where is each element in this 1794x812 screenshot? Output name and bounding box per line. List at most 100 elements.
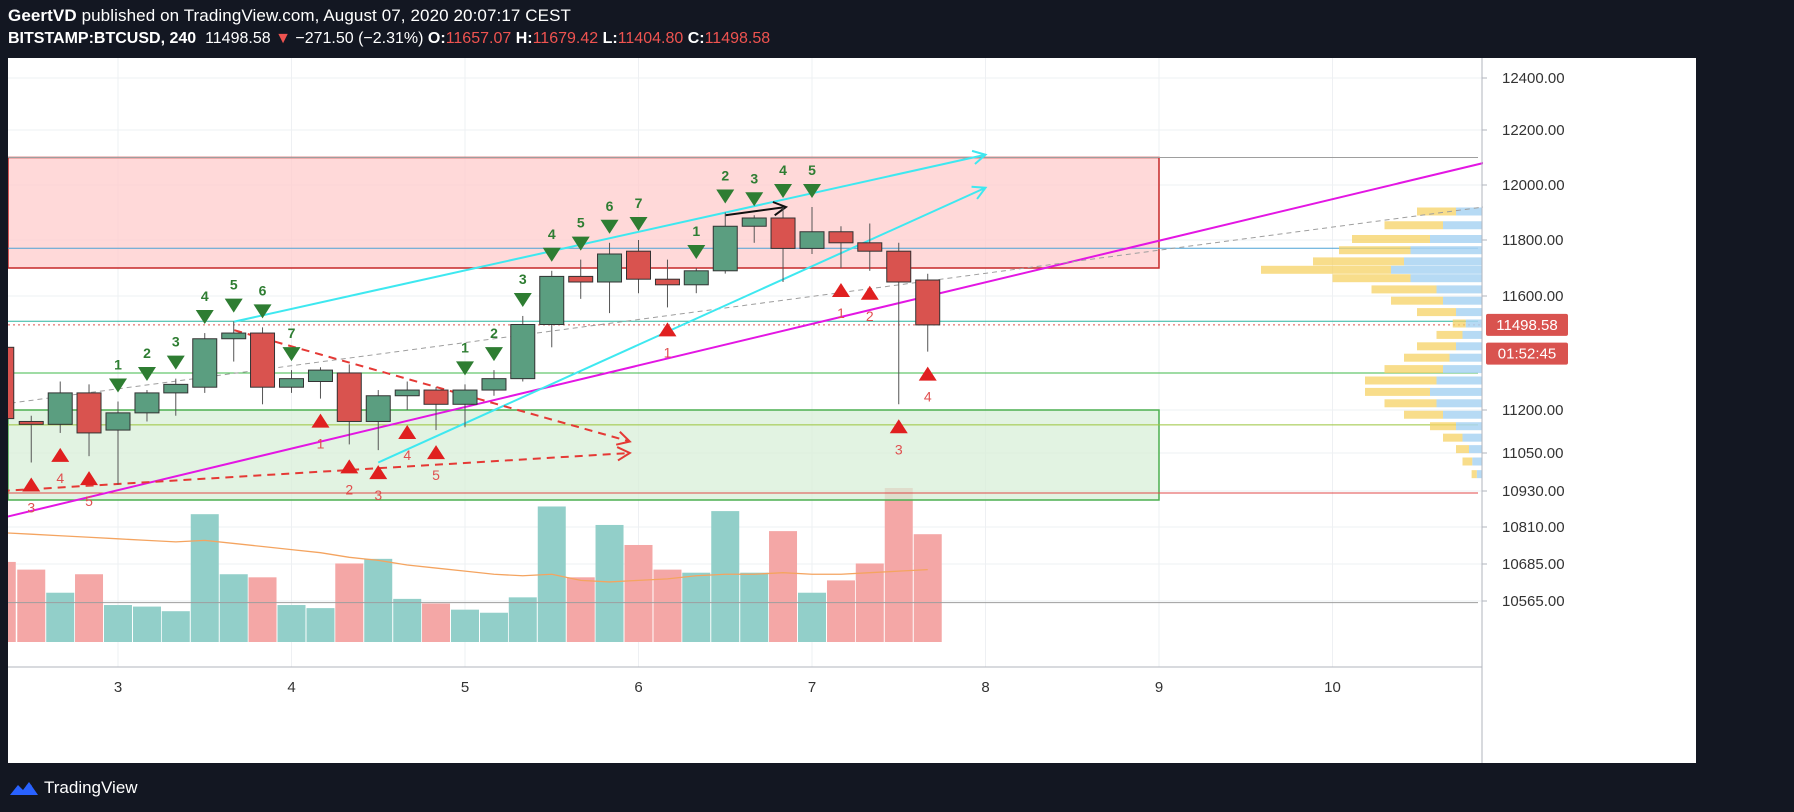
candle-body [712, 225, 738, 272]
volume-bar [508, 597, 537, 642]
cyan-upper-arrow [234, 153, 986, 323]
profile-sell [1410, 246, 1482, 255]
sell-setup-count: 1 [461, 339, 469, 355]
profile-sell [1443, 410, 1482, 419]
sell-setup-marker [513, 292, 532, 307]
candle-body [394, 389, 420, 397]
buy-setup-marker [22, 477, 41, 492]
td-markers: 1 2 3 4 5 6 7 1 2 3 4 5 6 7 1 2 3 4 5 3 4 5 1 2 3 4 5 1 1 2 3 4 [22, 162, 937, 516]
time-axis: 3 4 5 6 7 8 9 10 [8, 666, 1482, 696]
profile-buy [1404, 410, 1443, 419]
time-tick-label: 3 [114, 679, 122, 696]
profile-buy [1452, 319, 1466, 328]
sell-setup-count: 3 [750, 170, 758, 186]
buy-setup-count: 4 [924, 389, 932, 405]
buy-setup-count: 3 [27, 500, 35, 516]
sell-setup-count: 3 [172, 334, 180, 350]
change-down-icon: ▼ [275, 30, 291, 47]
price-chart[interactable]: 1(12100.00)0.786(11770.35)0.618(11511.56… [0, 58, 1697, 763]
buy-setup-marker [51, 447, 70, 462]
price-tick-label: 11200.00 [1502, 402, 1563, 419]
sell-setup-marker [803, 184, 821, 198]
volume-bar [451, 609, 479, 642]
time-tick-label: 9 [1155, 679, 1163, 696]
volume-bar [277, 605, 306, 642]
time-tick-label: 10 [1324, 679, 1341, 696]
buy-setup-marker [340, 459, 359, 474]
candle-body [683, 270, 709, 286]
profile-sell [1430, 387, 1482, 396]
profile-sell [1436, 285, 1482, 294]
author-name[interactable]: GeertVD [8, 6, 77, 25]
profile-sell [1465, 319, 1482, 328]
sell-setup-count: 3 [519, 271, 527, 287]
volume-bar [46, 592, 75, 642]
volume-bar [104, 605, 132, 642]
low-label: L: [602, 30, 618, 47]
time-tick-label: 8 [981, 679, 989, 696]
profile-buy [1352, 235, 1430, 243]
tradingview-brand[interactable]: TradingView [44, 778, 138, 797]
profile-buy [1365, 376, 1437, 385]
sell-setup-marker [253, 304, 272, 319]
buy-setup-count: 2 [866, 308, 874, 324]
volume-bar [740, 572, 769, 642]
buy-setup-count: 3 [374, 487, 382, 503]
price-tick-label: 10685.00 [1502, 556, 1565, 573]
low-value: 11404.80 [617, 30, 684, 47]
profile-buy [1261, 265, 1391, 274]
candle-body [18, 420, 44, 425]
trendlines [1, 149, 1484, 519]
sell-setup-count: 6 [259, 282, 267, 298]
volume-bars [0, 488, 942, 642]
symbol-label[interactable]: BITSTAMP:BTCUSD, 240 [8, 30, 197, 47]
volume-bar [190, 514, 219, 642]
candle-body [741, 217, 767, 227]
red-dashed-upper-arrow [233, 329, 631, 443]
sell-setup-count: 1 [692, 223, 700, 239]
price-tick-label: 12000.00 [1502, 177, 1565, 194]
candle-body [47, 392, 73, 425]
profile-sell [1430, 235, 1482, 243]
cyan-upper-arrow-head [971, 149, 988, 165]
profile-buy [1456, 445, 1469, 454]
price-tick-label: 11600.00 [1502, 288, 1563, 305]
price-tick-label: 11800.00 [1502, 232, 1563, 249]
candle-body [365, 395, 391, 422]
sell-setup-count: 2 [721, 168, 729, 184]
volume-bar [682, 572, 711, 642]
volume-bar [624, 544, 653, 642]
sell-setup-marker [484, 347, 503, 362]
open-value: 11657.07 [445, 30, 512, 47]
profile-buy [1443, 433, 1463, 442]
sell-setup-marker [774, 184, 793, 198]
profile-buy [1339, 246, 1411, 255]
profile-sell [1391, 265, 1482, 274]
close-value: 11498.58 [704, 30, 771, 47]
candle-body [568, 275, 594, 283]
buy-setup-marker [918, 366, 937, 381]
profile-sell [1462, 330, 1482, 339]
candle-body [163, 383, 189, 394]
profile-buy [1384, 221, 1443, 230]
sell-setup-count: 7 [635, 195, 643, 211]
profile-sell [1443, 365, 1482, 374]
profile-sell [1410, 274, 1482, 283]
candle-body [76, 392, 102, 434]
sell-setup-count: 2 [143, 345, 151, 361]
buy-setup-marker [889, 419, 908, 434]
profile-sell [1443, 296, 1482, 305]
footer: TradingView [0, 763, 1794, 812]
tradingview-logo-icon[interactable] [9, 779, 39, 797]
profile-sell [1436, 399, 1482, 408]
buy-setup-count: 1 [837, 305, 845, 321]
buy-setup-count: 1 [664, 344, 672, 360]
buy-setup-count: 5 [432, 467, 440, 483]
price-axis-bg [1483, 58, 1697, 763]
price-tick-label: 10565.00 [1502, 593, 1565, 610]
last-price-tag-label: 11498.58 [1496, 317, 1557, 334]
magenta-trendline [1, 162, 1484, 519]
sell-setup-marker [629, 217, 648, 231]
chart-area[interactable]: 1(12100.00)0.786(11770.35)0.618(11511.56… [0, 58, 1697, 763]
sell-setup-marker [195, 310, 214, 325]
